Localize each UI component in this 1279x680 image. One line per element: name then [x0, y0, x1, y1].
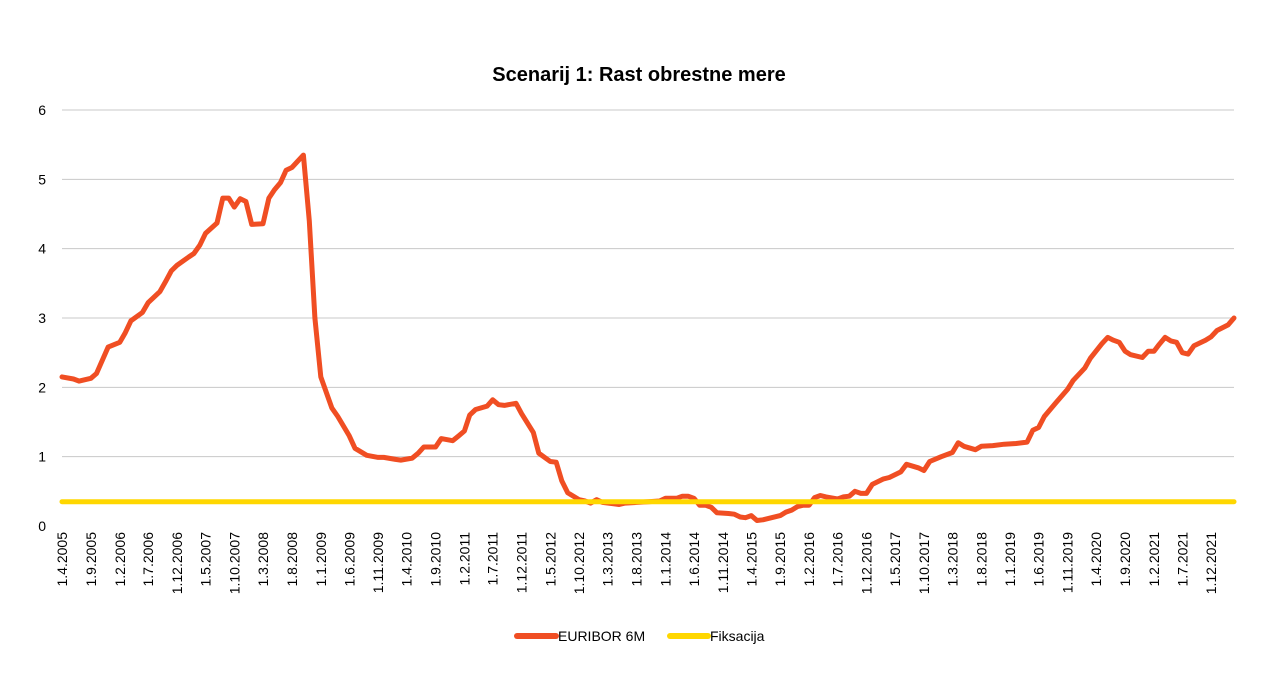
legend-item-fiksacija: Fiksacija — [667, 628, 765, 644]
x-tick-label: 1.4.2005 — [54, 532, 70, 587]
x-tick-label: 1.2.2021 — [1146, 532, 1162, 587]
y-tick-label: 4 — [38, 241, 46, 257]
x-tick-label: 1.3.2013 — [600, 532, 616, 587]
x-tick-label: 1.10.2017 — [916, 532, 932, 594]
x-tick-label: 1.8.2008 — [284, 532, 300, 587]
gridlines — [62, 109, 1234, 458]
y-tick-label: 2 — [38, 379, 46, 395]
x-axis-ticks: 1.4.2005 1.9.2005 1.2.2006 1.7.2006 1.12.200… — [54, 532, 1219, 595]
y-tick-label: 5 — [38, 171, 46, 187]
x-tick-label: 1.2.2006 — [112, 532, 128, 587]
x-tick-label: 1.6.2019 — [1031, 532, 1047, 587]
x-tick-label: 1.12.2006 — [169, 532, 185, 594]
x-tick-label: 1.4.2020 — [1088, 532, 1104, 587]
legend-label-fiksacija: Fiksacija — [710, 628, 765, 644]
x-tick-label: 1.12.2011 — [514, 532, 530, 593]
x-tick-label: 1.7.2016 — [830, 532, 846, 587]
x-tick-label: 1.6.2014 — [686, 532, 702, 587]
x-tick-label: 1.10.2012 — [571, 532, 587, 594]
x-tick-label: 1.11.2014 — [715, 532, 731, 593]
x-tick-label: 1.9.2020 — [1117, 532, 1133, 587]
x-tick-label: 1.9.2015 — [772, 532, 788, 587]
chart-title: Scenarij 1: Rast obrestne mere — [492, 64, 785, 86]
x-tick-label: 1.8.2013 — [629, 532, 645, 587]
x-tick-label: 1.4.2010 — [399, 532, 415, 587]
legend-label-euribor: EURIBOR 6M — [558, 628, 645, 644]
y-tick-label: 6 — [38, 102, 46, 118]
x-tick-label: 1.5.2007 — [197, 532, 213, 587]
x-tick-label: 1.3.2008 — [255, 532, 271, 587]
y-tick-label: 0 — [38, 518, 46, 534]
x-tick-label: 1.12.2021 — [1203, 532, 1219, 594]
x-tick-label: 1.7.2006 — [140, 532, 156, 587]
x-tick-label: 1.2.2016 — [801, 532, 817, 587]
x-tick-label: 1.7.2021 — [1174, 532, 1190, 587]
y-tick-label: 3 — [38, 310, 46, 326]
x-tick-label: 1.11.2009 — [370, 532, 386, 593]
x-tick-label: 1.9.2005 — [83, 532, 99, 587]
x-tick-label: 1.11.2019 — [1060, 532, 1076, 593]
series-lines — [59, 152, 1237, 523]
x-tick-label: 1.2.2011 — [456, 532, 472, 586]
legend: EURIBOR 6M Fiksacija — [514, 628, 765, 644]
x-tick-label: 1.12.2016 — [858, 532, 874, 594]
x-tick-label: 1.5.2012 — [542, 532, 558, 587]
x-tick-label: 1.6.2009 — [341, 532, 357, 587]
series-line-0 — [59, 152, 1237, 523]
x-tick-label: 1.5.2017 — [887, 532, 903, 587]
x-tick-label: 1.1.2009 — [313, 532, 329, 587]
y-tick-label: 1 — [38, 449, 46, 465]
x-tick-label: 1.3.2018 — [944, 532, 960, 587]
x-tick-label: 1.10.2007 — [226, 532, 242, 594]
y-axis-ticks: 0 1 2 3 4 5 6 — [38, 102, 46, 534]
x-tick-label: 1.8.2018 — [973, 532, 989, 587]
x-tick-label: 1.4.2015 — [743, 532, 759, 587]
x-tick-label: 1.1.2019 — [1002, 532, 1018, 587]
x-tick-label: 1.1.2014 — [657, 532, 673, 587]
x-tick-label: 1.9.2010 — [428, 532, 444, 587]
x-tick-label: 1.7.2011 — [485, 532, 501, 586]
legend-item-euribor: EURIBOR 6M — [514, 628, 645, 644]
